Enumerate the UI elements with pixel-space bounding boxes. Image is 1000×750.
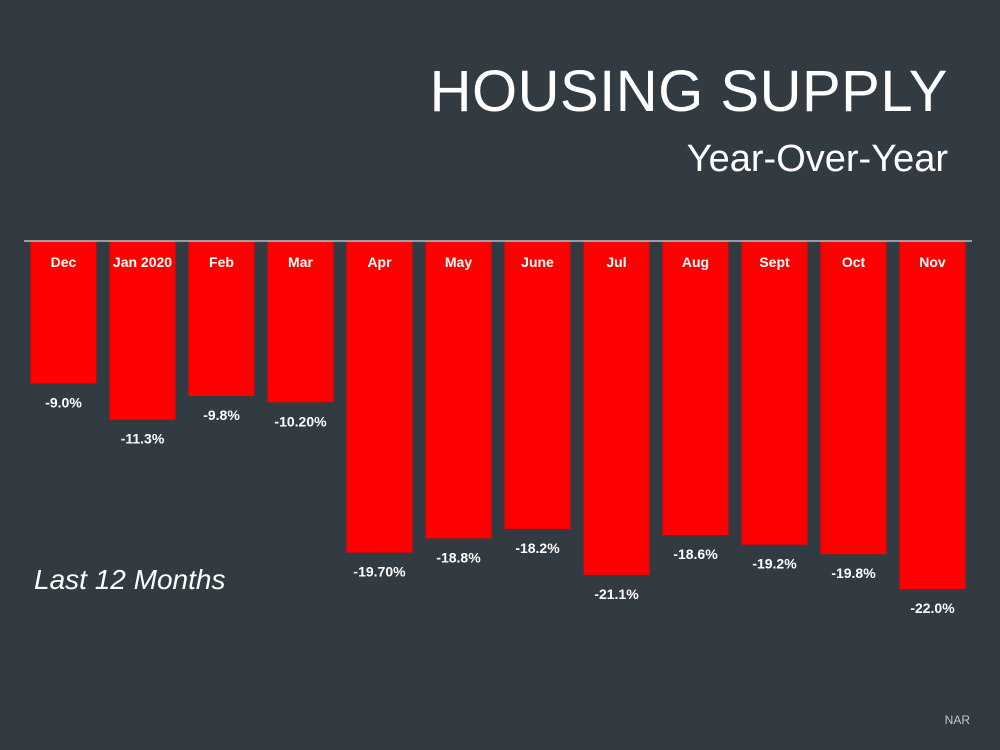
chart-subtitle: Year-Over-Year [686,138,948,180]
bar-aug [662,241,729,536]
data-label: -19.2% [752,556,797,572]
category-label: Dec [51,254,77,270]
bar-series [30,241,966,589]
data-label: -22.0% [910,600,955,616]
data-labels: -9.0% -11.3% -9.8% -10.20% -19.70% -18.8% -18.… [45,394,955,616]
category-label: June [521,254,554,270]
category-label: Nov [919,254,946,270]
data-label: -11.3% [121,431,165,447]
bar-apr [346,241,413,553]
bar-mar [267,241,334,403]
bar-may [425,241,492,539]
chart-title: HOUSING SUPPLY [429,59,948,124]
source-credit: NAR [944,713,970,727]
bar-feb [188,241,255,396]
data-label: -10.20% [274,413,327,429]
data-label: -18.8% [436,549,481,565]
data-label: -19.8% [831,565,876,581]
category-labels: Dec Jan 2020 Feb Mar Apr May June Jul Aug Sept Oct… [51,254,946,270]
category-label: Jul [606,254,626,270]
category-label: May [445,254,472,270]
bar-dec [30,241,97,384]
data-label: -19.70% [353,564,406,580]
category-label: Apr [367,254,392,270]
category-label: Feb [209,254,234,270]
data-label: -9.0% [45,394,82,410]
bar-jul [583,241,650,575]
bar-sept [741,241,808,545]
bar-nov [899,241,966,589]
data-label: -18.2% [515,540,560,556]
category-label: Jan 2020 [113,254,172,270]
data-label: -21.1% [594,586,639,602]
bar-june [504,241,571,529]
category-label: Sept [759,254,790,270]
data-label: -18.6% [673,546,718,562]
bar-jan-2020 [109,241,176,420]
data-label: -9.8% [203,407,240,423]
category-label: Oct [842,254,866,270]
category-label: Mar [288,254,313,270]
category-label: Aug [682,254,709,270]
bar-oct [820,241,887,555]
period-label: Last 12 Months [34,564,226,595]
